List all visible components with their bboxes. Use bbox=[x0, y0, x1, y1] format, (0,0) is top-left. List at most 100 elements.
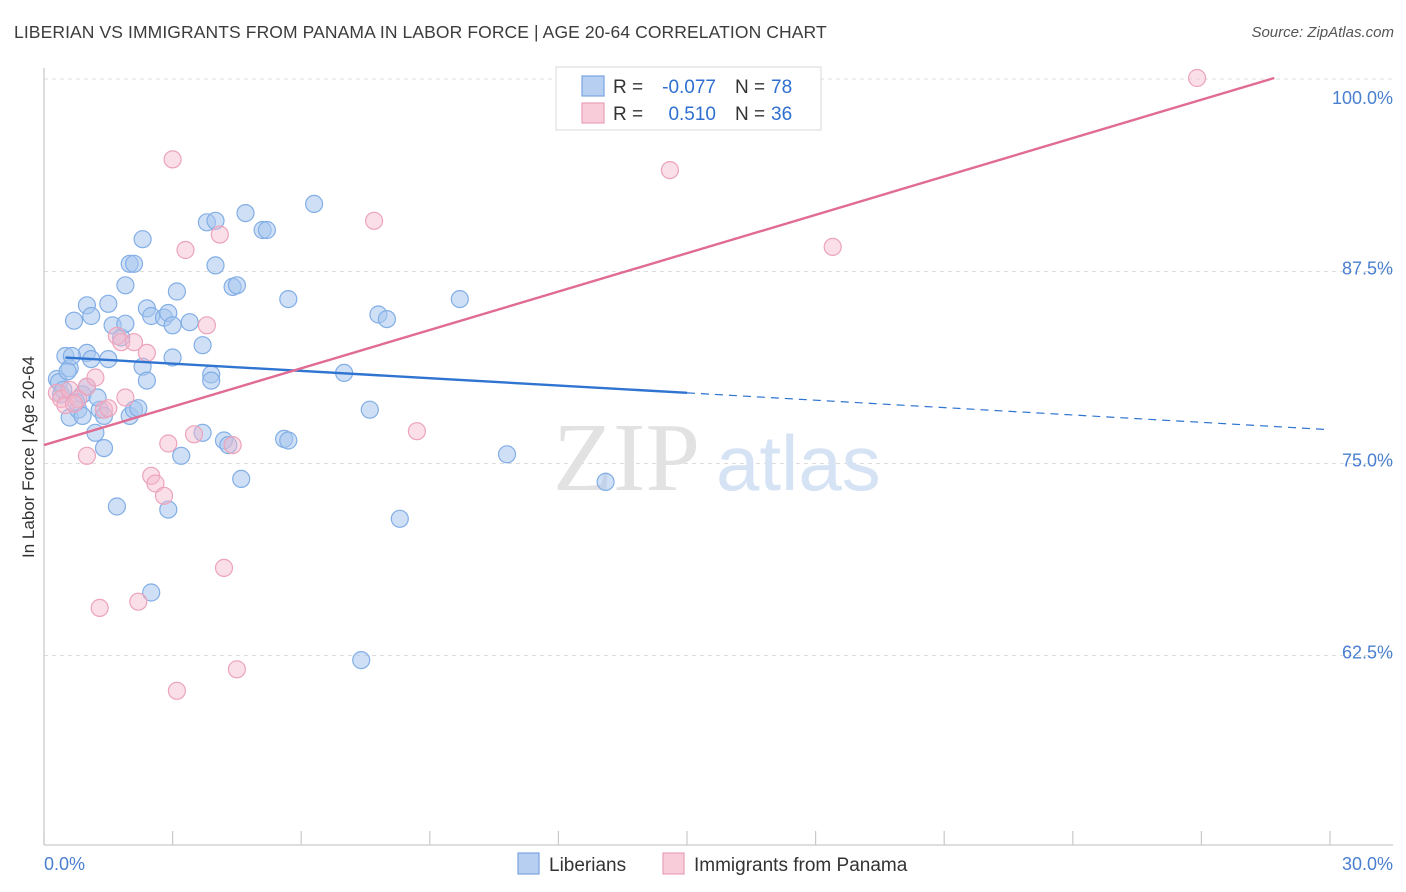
y-tick-label: 87.5% bbox=[1342, 259, 1393, 279]
legend-bottom: Liberians Immigrants from Panama bbox=[517, 852, 908, 876]
watermark-atlas: atlas bbox=[716, 419, 881, 507]
legend-n-label-2: N = bbox=[735, 104, 765, 125]
liberian-point bbox=[107, 497, 127, 516]
panama-point bbox=[184, 425, 204, 444]
legend-swatch-liberians bbox=[581, 75, 605, 97]
legend-r-value-1: -0.077 bbox=[662, 77, 716, 98]
liberian-point bbox=[219, 436, 238, 455]
panama-point bbox=[129, 592, 148, 611]
liberian-point bbox=[172, 446, 191, 465]
panama-point bbox=[112, 333, 131, 352]
liberian-point bbox=[279, 290, 298, 309]
panama-point bbox=[407, 422, 426, 441]
panama-point bbox=[86, 368, 105, 387]
panama-trend-line bbox=[43, 76, 1275, 447]
panama-point bbox=[210, 225, 229, 244]
panama-point bbox=[99, 399, 118, 418]
panama-point bbox=[176, 240, 195, 260]
panama-point bbox=[77, 446, 97, 465]
trend-lines bbox=[43, 76, 1331, 447]
panama-point bbox=[90, 598, 109, 618]
panama-point bbox=[137, 343, 156, 362]
liberian-point bbox=[206, 211, 225, 230]
liberian-point bbox=[377, 310, 396, 329]
legend-n-value-1: 78 bbox=[771, 77, 792, 98]
liberian-point bbox=[206, 256, 225, 275]
panama-point bbox=[660, 161, 680, 180]
panama-point bbox=[1187, 68, 1207, 88]
liberian-point bbox=[116, 276, 135, 295]
liberian-point bbox=[82, 306, 101, 326]
liberians-trend-line-dashed bbox=[686, 392, 1331, 431]
liberian-point bbox=[279, 431, 298, 450]
panama-point bbox=[163, 150, 182, 169]
liberian-point bbox=[163, 348, 182, 367]
axes bbox=[43, 68, 1393, 846]
liberian-point bbox=[167, 282, 186, 301]
panama-point bbox=[365, 211, 384, 230]
x-ticks bbox=[43, 831, 1331, 845]
panama-point bbox=[124, 333, 144, 352]
liberian-point bbox=[64, 311, 84, 330]
liberian-point bbox=[352, 650, 371, 670]
watermark-zip: ZIP bbox=[553, 404, 700, 512]
panama-point bbox=[159, 434, 178, 453]
legend-bottom-swatch-panama bbox=[662, 852, 685, 875]
panama-point bbox=[214, 558, 234, 578]
liberians-trend-line bbox=[65, 356, 688, 395]
source-label: Source: ZipAtlas.com bbox=[1251, 24, 1394, 41]
liberian-point bbox=[497, 445, 517, 464]
legend-n-value-2: 36 bbox=[771, 104, 792, 125]
x-tick-label-max: 30.0% bbox=[1342, 854, 1393, 874]
liberian-point bbox=[360, 400, 379, 419]
y-tick-labels: 62.5% 75.0% 87.5% 100.0% bbox=[1332, 88, 1393, 663]
y-axis-label: In Labor Force | Age 20-64 bbox=[19, 356, 38, 558]
liberian-point bbox=[62, 346, 82, 366]
panama-point bbox=[197, 316, 216, 335]
liberian-point bbox=[58, 362, 77, 381]
panama-point bbox=[823, 237, 842, 256]
liberian-point bbox=[180, 313, 199, 332]
y-tick-label: 75.0% bbox=[1342, 451, 1393, 471]
x-tick-label-min: 0.0% bbox=[44, 854, 85, 874]
liberian-point bbox=[133, 230, 152, 249]
panama-point bbox=[223, 436, 242, 455]
liberian-point bbox=[227, 276, 246, 295]
panama-point bbox=[227, 660, 246, 679]
watermark: ZIP atlas bbox=[553, 404, 881, 512]
panama-point bbox=[167, 681, 186, 700]
liberian-point bbox=[116, 314, 135, 333]
panama-point bbox=[64, 394, 84, 413]
legend-r-value-2: 0.510 bbox=[668, 104, 716, 125]
liberian-point bbox=[257, 220, 276, 240]
y-tick-label: 62.5% bbox=[1342, 643, 1393, 663]
liberian-point bbox=[232, 469, 251, 488]
panama-points bbox=[47, 68, 1207, 700]
legend-top: R = -0.077 N = 78 R = 0.510 N = 36 bbox=[555, 66, 822, 131]
liberian-point bbox=[390, 509, 409, 528]
panama-point bbox=[146, 474, 165, 493]
legend-r-label-2: R = bbox=[613, 104, 643, 125]
liberian-point bbox=[193, 336, 212, 355]
liberian-point bbox=[450, 290, 469, 309]
liberian-point bbox=[137, 371, 156, 390]
legend-r-label-1: R = bbox=[613, 77, 643, 98]
legend-n-label-1: N = bbox=[735, 77, 765, 98]
legend-bottom-swatch-liberians bbox=[517, 852, 540, 875]
liberian-point bbox=[163, 316, 182, 335]
liberian-point bbox=[99, 294, 118, 313]
liberian-point bbox=[94, 439, 114, 458]
liberian-point bbox=[596, 472, 615, 491]
chart-title: LIBERIAN VS IMMIGRANTS FROM PANAMA IN LA… bbox=[14, 22, 827, 42]
panama-point bbox=[116, 388, 135, 407]
liberian-point bbox=[202, 371, 221, 390]
liberian-point bbox=[159, 500, 178, 519]
legend-bottom-label-panama: Immigrants from Panama bbox=[694, 855, 908, 876]
liberian-point bbox=[124, 254, 144, 273]
y-tick-label: 100.0% bbox=[1332, 88, 1393, 108]
legend-swatch-panama bbox=[581, 102, 605, 124]
panama-point bbox=[154, 486, 174, 505]
legend-bottom-label-liberians: Liberians bbox=[549, 855, 626, 876]
liberian-point bbox=[236, 204, 255, 223]
